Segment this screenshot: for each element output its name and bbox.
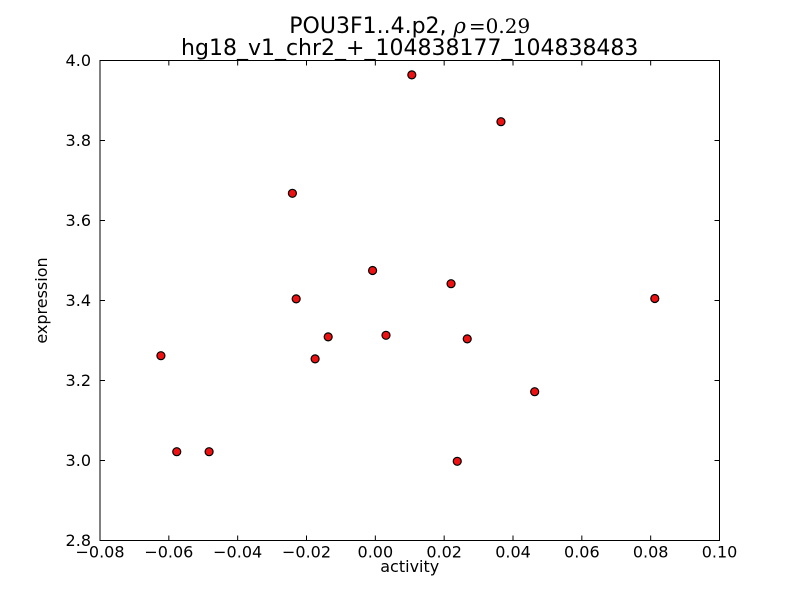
axes-layer: −0.08 −0.06 −0.04 −0.02 0.00 0.02 0.04 0.06 0.08… [66, 51, 738, 562]
data-point [310, 354, 320, 364]
data-point [407, 70, 417, 80]
plot-frame [99, 60, 720, 541]
x-tick-label: 0.04 [495, 543, 531, 562]
y-tick-label: 3.8 [66, 131, 91, 150]
x-axis-label: activity [380, 557, 439, 576]
rho-symbol: ρ [453, 14, 467, 38]
data-point [496, 117, 506, 127]
data-point [462, 334, 472, 344]
points-layer [156, 70, 660, 466]
x-tick-label: 0.08 [633, 543, 669, 562]
data-point [204, 447, 214, 457]
data-point [291, 294, 301, 304]
data-point [381, 330, 391, 340]
data-point [172, 447, 182, 457]
y-axis-label: expression [32, 257, 51, 343]
data-point [650, 293, 660, 304]
data-point [287, 188, 297, 198]
x-tick-label: 0.10 [702, 543, 738, 562]
y-tick-label: 3.6 [66, 211, 91, 230]
x-tick-label: −0.04 [213, 543, 262, 562]
x-tick-label: −0.02 [282, 543, 331, 562]
y-tick-label: 2.8 [66, 531, 91, 550]
plot-title-text: POU3F1..4.p2, [289, 14, 446, 39]
data-point [367, 265, 378, 276]
rho-value: =0.29 [469, 14, 530, 38]
y-tick-label: 3.2 [66, 371, 91, 390]
x-tick-label: 0.02 [426, 543, 462, 562]
plot-title: POU3F1..4.p2, ρ =0.29 [289, 14, 530, 39]
data-point [156, 351, 166, 361]
y-tick-label: 3.0 [66, 451, 91, 470]
y-tick-label: 3.4 [66, 291, 91, 310]
data-point [452, 456, 462, 466]
plot-subtitle: hg18_v1_chr2_+_104838177_104838483 [181, 36, 638, 61]
x-tick-label: −0.06 [144, 543, 193, 562]
y-tick-label: 4.0 [66, 51, 91, 70]
data-point [446, 279, 456, 289]
data-point [530, 387, 540, 397]
data-point [323, 332, 333, 342]
x-tick-label: 0.06 [564, 543, 600, 562]
x-tick-label: −0.08 [75, 543, 124, 562]
x-tick-label: 0.00 [358, 543, 394, 562]
